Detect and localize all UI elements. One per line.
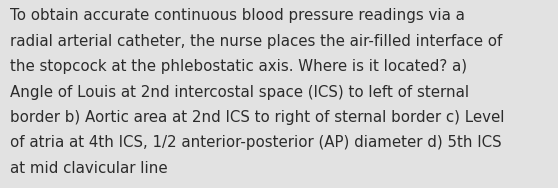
Text: border b) Aortic area at 2nd ICS to right of sternal border c) Level: border b) Aortic area at 2nd ICS to righ…	[10, 110, 504, 125]
Text: radial arterial catheter, the nurse places the air-filled interface of: radial arterial catheter, the nurse plac…	[10, 34, 502, 49]
Text: the stopcock at the phlebostatic axis. Where is it located? a): the stopcock at the phlebostatic axis. W…	[10, 59, 467, 74]
Text: of atria at 4th ICS, 1/2 anterior-posterior (AP) diameter d) 5th ICS: of atria at 4th ICS, 1/2 anterior-poster…	[10, 135, 502, 150]
Text: To obtain accurate continuous blood pressure readings via a: To obtain accurate continuous blood pres…	[10, 8, 465, 24]
Text: Angle of Louis at 2nd intercostal space (ICS) to left of sternal: Angle of Louis at 2nd intercostal space …	[10, 85, 469, 100]
Text: at mid clavicular line: at mid clavicular line	[10, 161, 167, 176]
